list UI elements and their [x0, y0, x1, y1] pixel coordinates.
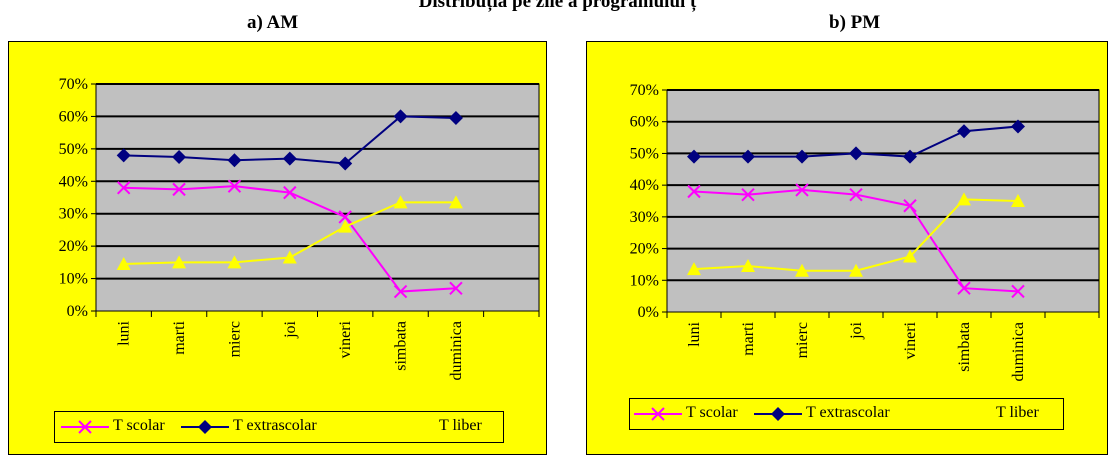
data-point-x-marker	[1011, 284, 1025, 299]
x-tick-label: marti	[740, 321, 757, 355]
legend-swatch-t-scolar	[61, 420, 109, 434]
data-point-diamond-marker	[282, 151, 297, 166]
y-tick-label: 20%	[59, 238, 88, 255]
legend-swatch-t-liber	[355, 420, 433, 433]
data-point-triangle-marker	[393, 195, 408, 209]
x-tick-label: mierc	[794, 322, 811, 358]
y-tick-label: 30%	[59, 206, 88, 223]
data-point-diamond-marker	[338, 156, 353, 171]
x-tick-label: luni	[686, 321, 703, 346]
data-point-x-marker	[116, 181, 131, 195]
x-tick-label: luni	[116, 320, 133, 345]
data-point-triangle-marker	[957, 192, 971, 206]
data-point-x-marker	[172, 182, 186, 197]
data-point-x-marker	[338, 210, 352, 224]
legend-label-t-scolar: T scolar	[113, 417, 165, 434]
data-point-x-marker	[849, 187, 863, 202]
legend-pm: T scolar T extrascolar T liber	[629, 398, 1064, 430]
legend-label-t-extrascolar: T extrascolar	[806, 404, 890, 421]
chart-panel-am: 0% 10% 20% 30% 40% 50% 60% 70% luni marti mierc joi…	[8, 41, 547, 455]
data-point-triangle-marker	[448, 195, 463, 209]
y-tick-label: 60%	[630, 114, 659, 131]
data-point-x-marker	[687, 184, 701, 199]
x-tick-label: mierc	[226, 321, 243, 357]
data-point-x-marker	[283, 185, 297, 200]
plot-area	[95, 83, 540, 312]
y-tick-label: 10%	[59, 271, 88, 288]
x-tick-label: simbata	[956, 322, 973, 372]
legend-swatch-t-extrascolar	[754, 407, 802, 421]
data-point-triangle-marker	[1011, 194, 1025, 207]
data-point-triangle-marker	[687, 262, 701, 276]
y-tick-label: 40%	[59, 173, 88, 190]
y-tick-label: 20%	[630, 241, 659, 258]
y-tick-label: 0%	[67, 303, 88, 320]
chart-svg-pm: 0% 10% 20% 30% 40% 50% 60% 70% luni marti mierc joi…	[630, 82, 1100, 382]
data-point-x-marker	[393, 284, 408, 299]
x-tick-label: joi	[282, 320, 299, 338]
chart-svg-am: 0% 10% 20% 30% 40% 50% 60% 70% luni marti mierc joi…	[59, 76, 540, 381]
data-point-diamond-marker	[393, 109, 408, 124]
data-point-triangle-marker	[849, 263, 863, 277]
data-point-triangle-marker	[227, 255, 242, 269]
data-point-diamond-marker	[116, 148, 131, 163]
data-point-diamond-marker	[172, 149, 187, 164]
legend-am: T scolar T extrascolar T liber	[54, 411, 504, 443]
data-point-x-marker	[227, 179, 242, 193]
data-point-diamond-marker	[849, 146, 863, 161]
x-tick-label: duminica	[448, 321, 465, 381]
y-tick-label: 60%	[59, 108, 88, 125]
y-tick-label: 70%	[630, 82, 659, 99]
data-point-diamond-marker	[448, 111, 463, 126]
legend-label-t-liber: T liber	[996, 404, 1039, 421]
data-point-diamond-marker	[1011, 119, 1025, 134]
x-tick-label: duminica	[1010, 322, 1027, 382]
data-point-x-marker	[741, 187, 755, 202]
y-tick-label: 10%	[630, 272, 659, 289]
legend-swatch-t-scolar	[634, 407, 682, 421]
y-tick-label: 50%	[630, 145, 659, 162]
data-point-diamond-marker	[687, 149, 701, 164]
data-point-triangle-marker	[282, 250, 297, 264]
legend-label-t-extrascolar: T extrascolar	[233, 417, 317, 434]
y-tick-label: 30%	[630, 209, 659, 226]
data-point-x-marker	[795, 183, 809, 197]
x-tick-label: vineri	[337, 320, 354, 358]
x-tick-label: vineri	[902, 321, 919, 359]
y-tick-label: 50%	[59, 141, 88, 158]
x-tick-label: marti	[171, 320, 188, 354]
legend-swatch-t-liber	[920, 407, 988, 420]
data-point-triangle-marker	[741, 259, 755, 273]
data-point-diamond-marker	[903, 149, 917, 164]
chart-panel-pm: 0% 10% 20% 30% 40% 50% 60% 70% luni marti mierc joi…	[586, 41, 1108, 455]
x-tick-label: simbata	[393, 321, 410, 371]
legend-label-t-scolar: T scolar	[686, 404, 738, 421]
data-point-x-marker	[903, 199, 917, 213]
legend-label-t-liber: T liber	[439, 417, 482, 434]
data-point-diamond-marker	[957, 124, 971, 139]
page-title: Distribuția pe zile a programului ț	[418, 0, 697, 12]
data-point-diamond-marker	[227, 153, 242, 168]
y-tick-label: 40%	[630, 177, 659, 194]
y-tick-label: 0%	[638, 304, 659, 321]
data-point-triangle-marker	[338, 219, 353, 233]
legend-swatch-t-extrascolar	[181, 420, 229, 434]
data-point-x-marker	[957, 281, 971, 295]
panel-title-am: a) AM	[247, 12, 299, 33]
panel-title-pm: b) PM	[829, 12, 881, 33]
y-tick-label: 70%	[59, 76, 88, 93]
data-point-x-marker	[449, 281, 463, 296]
x-tick-label: joi	[848, 321, 865, 339]
data-point-triangle-marker	[172, 255, 187, 269]
data-point-triangle-marker	[795, 263, 809, 277]
data-point-triangle-marker	[903, 249, 917, 263]
data-point-triangle-marker	[116, 256, 131, 270]
data-point-diamond-marker	[795, 149, 809, 164]
data-point-diamond-marker	[741, 149, 755, 164]
